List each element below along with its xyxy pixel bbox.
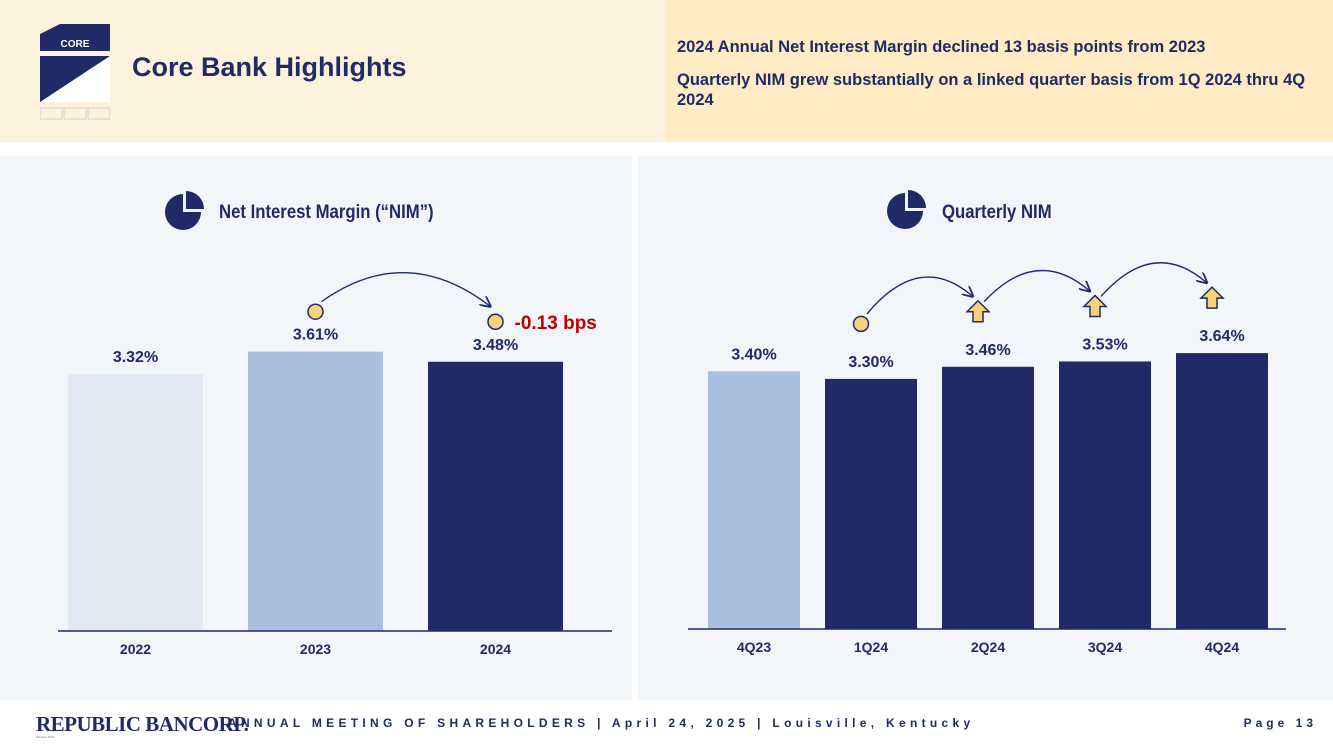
bar-3Q24 (1059, 361, 1151, 629)
trend-arc-0 (321, 272, 490, 306)
data-label-4Q24: 3.64% (1199, 328, 1244, 345)
headline-1: 2024 Annual Net Interest Margin declined… (677, 38, 1206, 56)
up-arrow-icon (1082, 294, 1108, 318)
footer-tagline: ANNUAL MEETING OF SHAREHOLDERS | April 2… (228, 716, 975, 730)
neutral-circle-icon (487, 313, 504, 331)
brand-logo: REPUBLIC BANCORP. (36, 712, 249, 736)
chart-title-quarterly: Quarterly NIM (942, 202, 1052, 223)
trend-arc-1 (983, 269, 1089, 303)
trend-arc-0 (866, 276, 972, 315)
tick-label-2023: 2023 (300, 641, 331, 657)
data-label-2Q24: 3.46% (965, 342, 1010, 359)
data-label-2024: 3.48% (473, 337, 518, 354)
tick-label-1Q24: 1Q24 (854, 639, 888, 655)
tick-label-4Q24: 4Q24 (1205, 639, 1239, 655)
pie-chart-icon (887, 190, 926, 229)
tick-label-4Q23: 4Q23 (737, 639, 771, 655)
tick-label-2Q24: 2Q24 (971, 639, 1005, 655)
data-label-3Q24: 3.53% (1082, 336, 1127, 353)
neutral-circle-icon (307, 303, 324, 320)
bar-2022 (68, 374, 203, 631)
nim-change-annotation: -0.13 bps (515, 313, 597, 334)
bar-2023 (248, 351, 383, 631)
brand-subtext: Member FDIC (36, 735, 55, 739)
page-title: Core Bank Highlights (132, 52, 407, 82)
bar-4Q23 (708, 371, 800, 629)
chart-quarterly-nim: 3.40% 4Q23 3.30% 1Q24 3.46% 2Q24 3.53% 3Q24 3.64… (688, 262, 1286, 655)
up-arrow-icon (965, 299, 991, 323)
bar-2Q24 (942, 366, 1034, 629)
tick-label-2022: 2022 (120, 641, 151, 657)
chart-annual-nim: 3.32% 2022 3.61% 2023 3.48% 2024 -0.13 bps (58, 272, 612, 657)
header-right-band (665, 0, 1333, 142)
data-label-2023: 3.61% (293, 327, 338, 344)
bar-2024 (428, 361, 563, 631)
panel-annual-nim: Net Interest Margin (“NIM”) 3.32% 2022 3.6… (0, 156, 632, 700)
data-label-4Q23: 3.40% (731, 346, 776, 363)
panel-quarterly-nim: Quarterly NIM 3.40% 4Q23 3.30% 1Q24 3.46% 2Q2… (638, 156, 1333, 700)
page-number: Page 13 (1243, 716, 1317, 730)
tick-label-2024: 2024 (480, 641, 511, 657)
pie-chart-icon (165, 191, 204, 230)
footer (0, 708, 1333, 749)
trend-arc-2 (1100, 262, 1206, 297)
header-left-band (0, 0, 665, 142)
up-arrow-icon (1199, 286, 1225, 309)
chart-title-annual: Net Interest Margin (“NIM”) (219, 202, 434, 223)
bar-1Q24 (825, 378, 917, 629)
headline-2: Quarterly NIM grew substantially on a li… (677, 71, 1306, 109)
data-label-2022: 3.32% (113, 349, 158, 366)
data-label-1Q24: 3.30% (848, 354, 893, 371)
neutral-circle-icon (852, 315, 870, 333)
logo-text: CORE (61, 39, 90, 50)
tick-label-3Q24: 3Q24 (1088, 639, 1122, 655)
bar-4Q24 (1176, 353, 1268, 629)
core-logo: CORE (40, 24, 110, 120)
